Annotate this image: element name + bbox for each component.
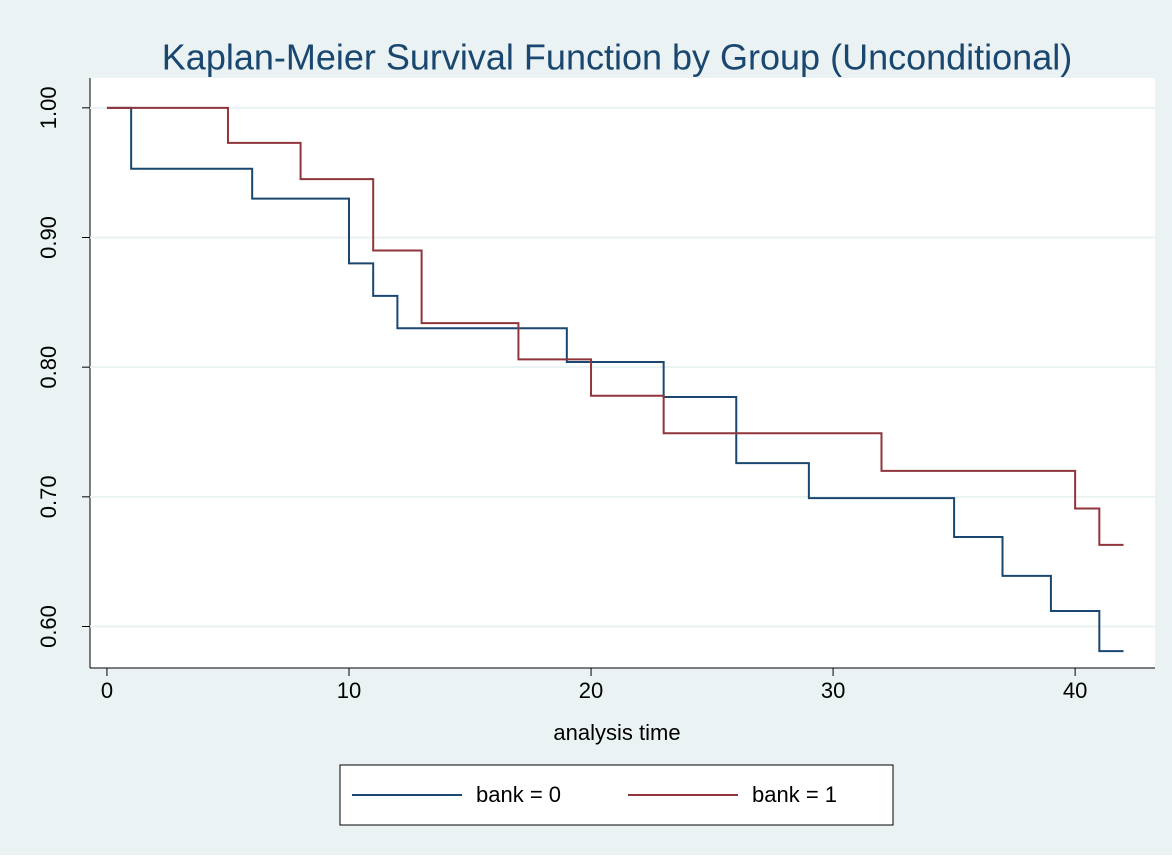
x-tick-label: 0	[101, 678, 113, 703]
y-tick-label: 0.90	[36, 216, 61, 259]
y-tick-label: 0.80	[36, 346, 61, 389]
y-tick-label: 0.60	[36, 605, 61, 648]
x-tick-label: 20	[579, 678, 603, 703]
survival-line	[106, 106, 1124, 653]
legend-label: bank = 1	[752, 782, 837, 807]
plot-area	[90, 78, 1155, 668]
y-tick-label: 1.00	[36, 86, 61, 129]
chart-title: Kaplan-Meier Survival Function by Group …	[162, 37, 1072, 78]
x-tick-label: 40	[1063, 678, 1087, 703]
x-tick-label: 10	[337, 678, 361, 703]
x-axis-label: analysis time	[553, 720, 680, 745]
legend-label: bank = 0	[476, 782, 561, 807]
x-tick-label: 30	[821, 678, 845, 703]
survival-line	[106, 106, 1124, 546]
y-tick-label: 0.70	[36, 475, 61, 518]
